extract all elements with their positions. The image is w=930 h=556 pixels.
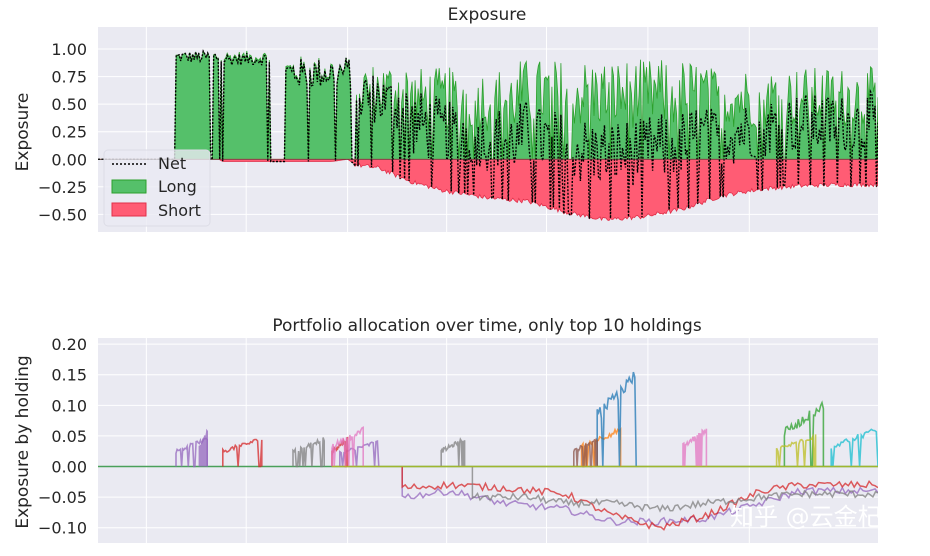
exposure-ytick: 0.25: [51, 123, 87, 142]
allocation-ytick: −0.05: [38, 488, 87, 507]
allocation-ytick: −0.10: [38, 519, 87, 538]
allocation-ytick: 0.05: [51, 427, 87, 446]
legend-long-label: Long: [158, 177, 197, 196]
allocation-ytick: 0.20: [51, 335, 87, 354]
long-area: [98, 49, 878, 160]
legend-short-label: Short: [158, 201, 201, 220]
holding-line: [292, 437, 325, 468]
holding-line: [682, 428, 708, 467]
net-line: [98, 49, 878, 219]
allocation-title: Portfolio allocation over time, only top…: [272, 316, 702, 336]
short-holding-line: [401, 466, 878, 531]
short-holding-line: [471, 466, 878, 513]
holding-line: [440, 437, 466, 467]
exposure-ytick: 1.00: [51, 40, 87, 59]
exposure-ytick: 0.50: [51, 95, 87, 114]
allocation-ytick: 0.00: [51, 458, 87, 477]
allocation-ytick: 0.15: [51, 366, 87, 385]
holding-line: [775, 433, 817, 467]
exposure-ytick: −0.50: [38, 205, 87, 224]
allocation-plot-area: [98, 338, 878, 543]
holding-line: [830, 428, 878, 467]
exposure-title: Exposure: [448, 5, 527, 25]
allocation-ylabel: Exposure by holding: [13, 355, 33, 528]
short-area: [98, 158, 878, 221]
exposure-ytick: 0.75: [51, 68, 87, 87]
holding-line: [596, 371, 637, 467]
holding-line: [198, 428, 208, 467]
allocation-ytick: 0.10: [51, 396, 87, 415]
legend: Net Long Short: [103, 149, 211, 227]
exposure-chart: Exposure Exposure 1.00 0.75 0.50 0.25 0.00 −0…: [13, 5, 878, 232]
exposure-ylabel: Exposure: [13, 93, 33, 172]
watermark: 知乎 @云金杞: [730, 503, 882, 531]
holding-line: [331, 426, 364, 467]
exposure-ytick: −0.25: [38, 178, 87, 197]
exposure-ytick: 0.00: [51, 150, 87, 169]
legend-net-label: Net: [158, 154, 186, 173]
legend-short-swatch: [111, 202, 147, 217]
legend-long-swatch: [111, 179, 147, 194]
holding-line: [783, 400, 825, 468]
holding-line: [222, 438, 263, 468]
allocation-chart: Portfolio allocation over time, only top…: [13, 316, 878, 543]
